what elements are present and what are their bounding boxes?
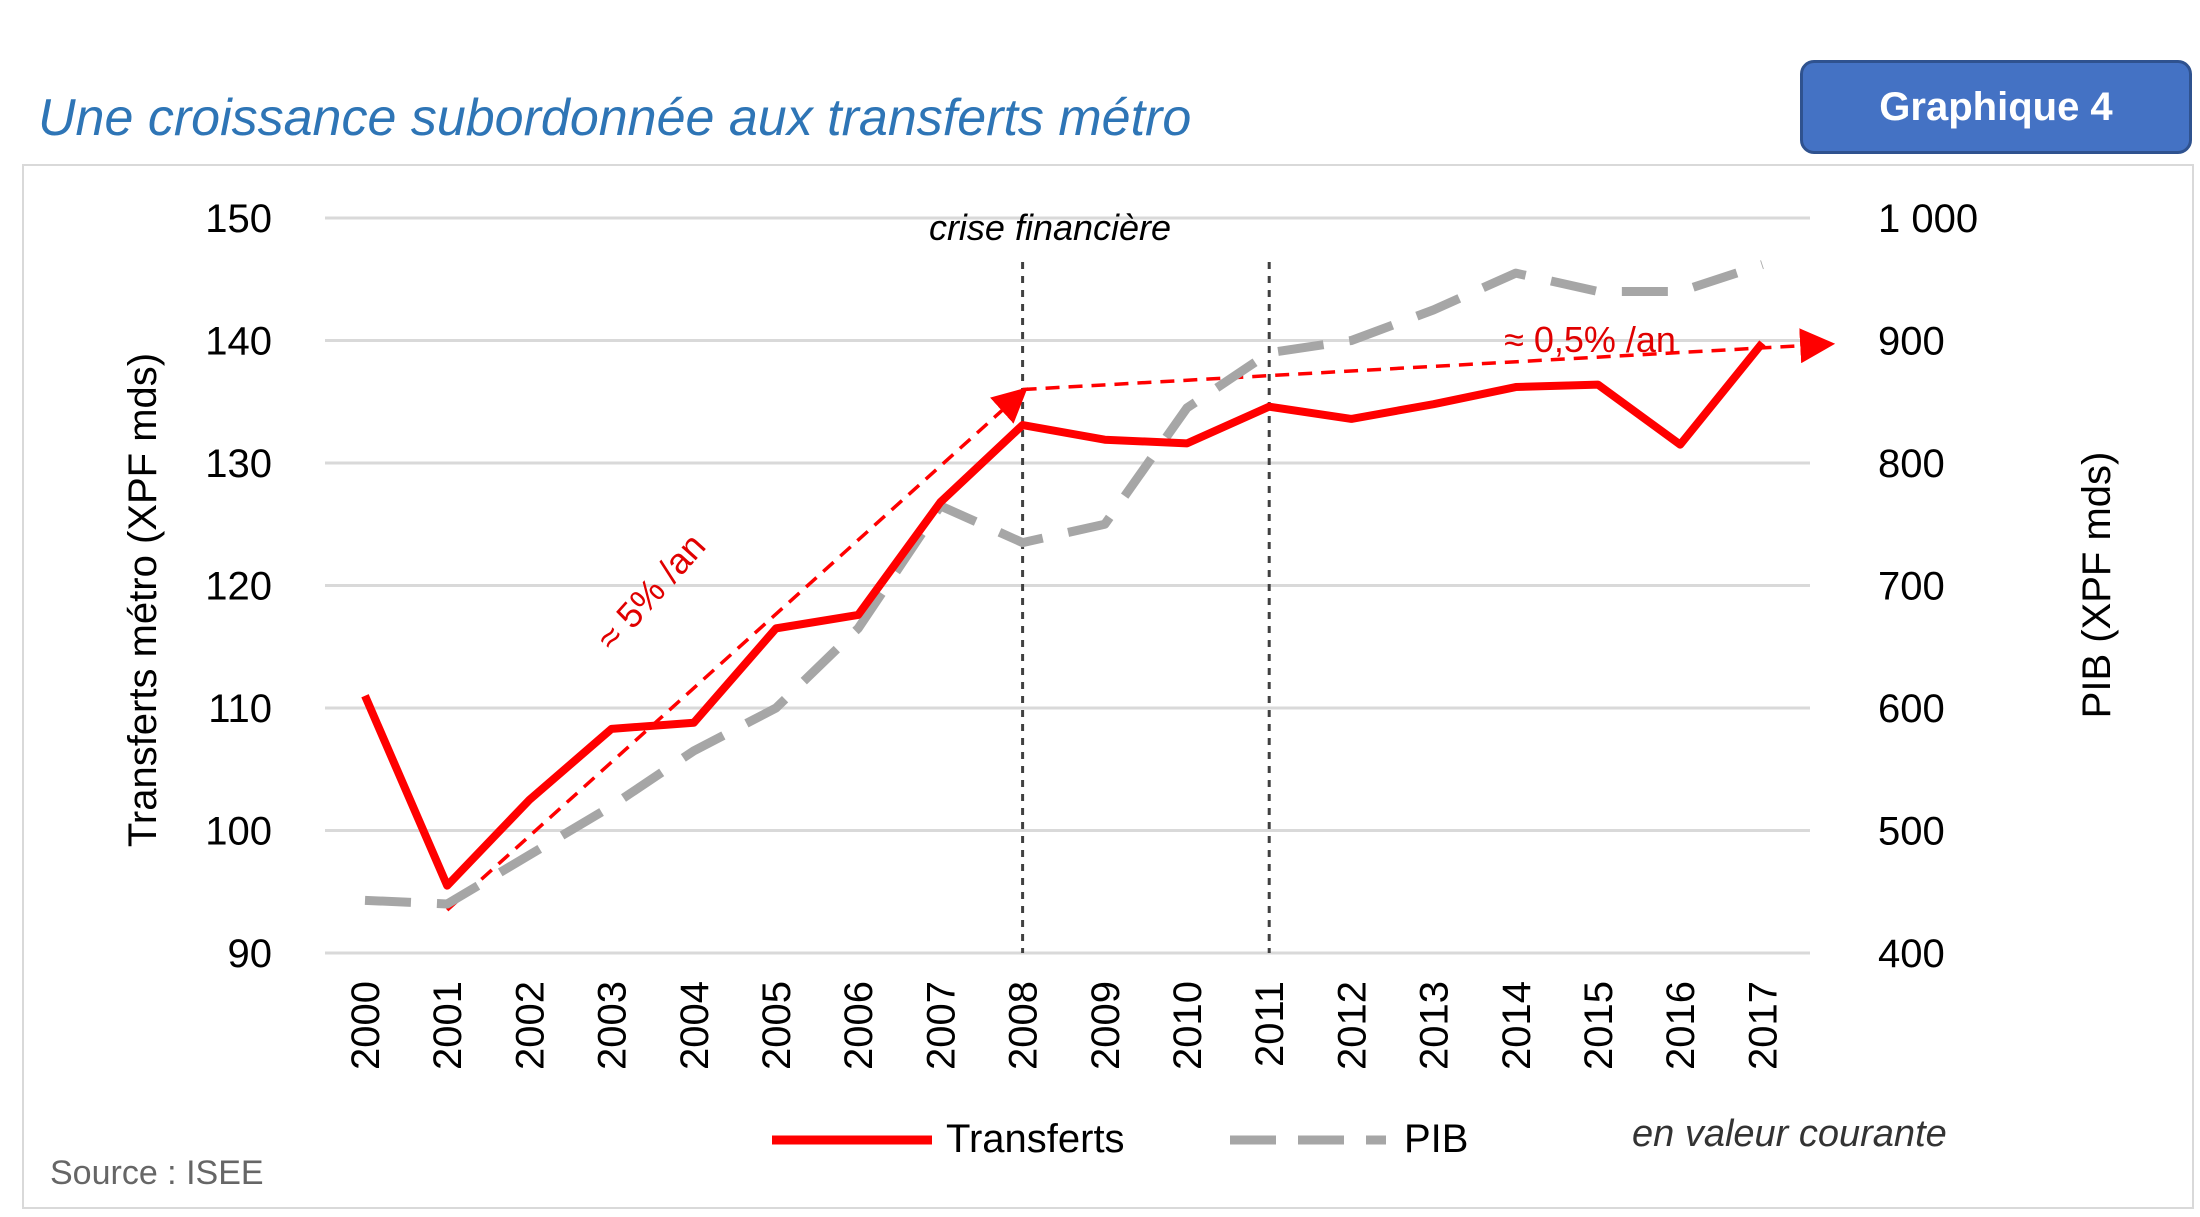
- chart-frame: [22, 164, 2194, 1209]
- x-tick-label: 2006: [837, 981, 881, 1070]
- x-tick-label: 2001: [426, 981, 470, 1070]
- x-tick-label: 2013: [1413, 981, 1457, 1070]
- x-tick-label: 2010: [1166, 981, 1210, 1070]
- trend-rate-label: ≈ 0,5% /an: [1504, 319, 1676, 360]
- x-tick-label: 2007: [919, 981, 963, 1070]
- x-tick-label: 2011: [1248, 981, 1292, 1067]
- y-left-tick-label: 90: [228, 932, 273, 976]
- x-tick-label: 2008: [1002, 981, 1046, 1070]
- y-right-tick-label: 500: [1878, 810, 1945, 854]
- x-tick-label: 2009: [1084, 981, 1128, 1070]
- transferts-series-line: [361, 340, 1766, 890]
- value-note: en valeur courante: [1632, 1113, 1947, 1155]
- y-right-tick-label: 400: [1878, 932, 1945, 976]
- y-left-tick-label: 110: [208, 687, 272, 731]
- y-right-tick-label: 900: [1878, 320, 1945, 364]
- trend-rate-label: ≈ 5% /an: [588, 525, 713, 658]
- source-label: Source : ISEE: [50, 1154, 264, 1192]
- y-right-tick-label: 600: [1878, 687, 1945, 731]
- y-left-tick-label: 130: [205, 442, 272, 486]
- y-right-tick-label: 800: [1878, 442, 1945, 486]
- chart-title: Une croissance subordonnée aux transfert…: [38, 89, 1192, 147]
- x-tick-label: 2015: [1577, 981, 1621, 1070]
- crisis-label: crise financière: [929, 207, 1171, 248]
- y-right-tick-label: 1 000: [1878, 197, 1978, 241]
- x-tick-label: 2004: [673, 981, 717, 1070]
- x-tick-label: 2002: [508, 981, 552, 1070]
- pib-series-line: [364, 260, 1764, 909]
- trend-arrow: [1022, 328, 1836, 392]
- x-tick-label: 2016: [1659, 981, 1703, 1070]
- y-left-tick-label: 100: [205, 810, 272, 854]
- x-tick-label: 2014: [1495, 981, 1539, 1070]
- vertical-markers: [1021, 262, 1271, 953]
- trend-arrow: [446, 387, 1028, 912]
- x-tick-label: 2005: [755, 981, 799, 1070]
- series-lines: [361, 260, 1766, 909]
- x-tick-label: 2003: [591, 981, 635, 1070]
- legend-transferts-label: Transferts: [946, 1117, 1125, 1161]
- legend: Transferts PIB: [772, 1117, 1468, 1161]
- x-tick-label: 2012: [1330, 981, 1374, 1070]
- y-left-tick-label: 150: [205, 197, 272, 241]
- x-tick-label: 2000: [344, 981, 388, 1070]
- y-left-tick-label: 120: [205, 565, 272, 609]
- x-tick-label: 2017: [1741, 981, 1785, 1070]
- y-axis-right-title: PIB (XPF mds): [2075, 452, 2119, 719]
- axes: 90 100 110 120 130 140 150 400 500 600 700 800 900 1 …: [205, 197, 1978, 1070]
- graphique-badge: Graphique 4: [1800, 60, 2192, 154]
- y-right-tick-label: 700: [1878, 565, 1945, 609]
- legend-pib-label: PIB: [1404, 1117, 1468, 1161]
- y-axis-left-title: Transferts métro (XPF mds): [121, 353, 165, 847]
- y-left-tick-label: 140: [205, 320, 272, 364]
- trend-arrows: ≈ 5% /an ≈ 0,5% /an: [446, 319, 1836, 912]
